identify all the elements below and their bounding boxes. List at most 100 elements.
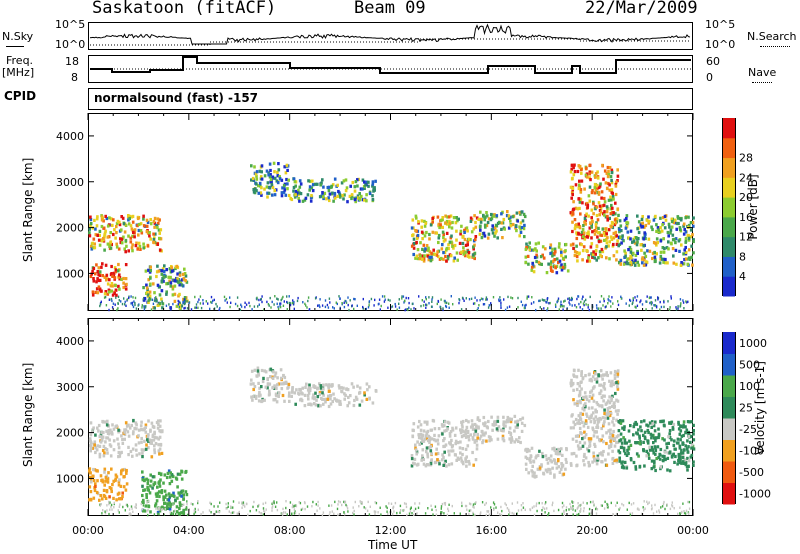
ground-scatter-cell-power [479, 299, 481, 302]
ground-scatter-cell-power [197, 300, 199, 304]
ground-scatter-cell-velocity [417, 506, 420, 509]
echo-cell-power [283, 165, 286, 169]
ground-scatter-cell-velocity [109, 501, 111, 504]
ground-scatter-cell-power [530, 302, 533, 305]
echo-cell-velocity [343, 392, 346, 396]
echo-cell-velocity [112, 439, 116, 443]
echo-cell-power [91, 241, 94, 245]
echo-cell-power [686, 262, 690, 266]
ground-scatter-cell-power [585, 298, 587, 302]
echo-cell-power [596, 187, 599, 191]
ground-scatter-cell-velocity [580, 503, 582, 507]
ground-scatter-cell-velocity [414, 507, 417, 511]
ground-scatter-cell-power [258, 303, 260, 306]
ground-scatter-cell-velocity [544, 511, 546, 514]
echo-cell-velocity [180, 470, 184, 474]
echo-cell-power [571, 212, 575, 216]
echo-cell-velocity [347, 395, 350, 399]
echo-cell-velocity [650, 467, 654, 471]
ground-scatter-cell-velocity [380, 513, 382, 516]
echo-cell-power [596, 218, 600, 222]
echo-cell-power [669, 241, 673, 245]
echo-cell-velocity [638, 441, 641, 445]
ground-scatter-cell-velocity [470, 509, 472, 512]
echo-cell-power [621, 234, 624, 238]
echo-cell-velocity [465, 464, 468, 468]
ground-scatter-cell-power [368, 304, 370, 307]
echo-cell-velocity [483, 423, 486, 428]
echo-cell-power [611, 195, 615, 199]
echo-cell-power [180, 304, 183, 308]
echo-cell-power [339, 195, 342, 199]
echo-cell-velocity [159, 478, 162, 482]
echo-cell-power [576, 259, 579, 263]
echo-cell-power [171, 285, 175, 289]
echo-cell-power [553, 247, 557, 251]
xtick-label: 00:00 [72, 524, 104, 537]
ground-scatter-cell-velocity [294, 511, 297, 515]
ground-scatter-cell-power [634, 305, 636, 309]
echo-cell-power [654, 214, 657, 218]
echo-cell-power [110, 217, 113, 221]
echo-cell-velocity [614, 409, 618, 413]
echo-cell-power [528, 248, 532, 252]
echo-cell-power [593, 229, 597, 233]
echo-cell-velocity [340, 390, 344, 394]
echo-cell-power [675, 221, 679, 226]
echo-cell-velocity [163, 489, 167, 493]
echo-cell-velocity [180, 494, 183, 498]
echo-cell-velocity [94, 484, 97, 489]
ground-scatter-cell-velocity [396, 511, 398, 515]
echo-cell-power [599, 206, 603, 210]
echo-cell-power [122, 281, 125, 285]
echo-cell-power [519, 227, 522, 231]
colorbar-tick-label-power: 28 [739, 152, 753, 165]
ground-scatter-cell-power [402, 295, 405, 298]
echo-cell-velocity [615, 398, 618, 402]
ground-scatter-cell-power [223, 295, 226, 299]
echo-cell-power [111, 293, 115, 297]
echo-cell-velocity [582, 424, 586, 428]
echo-cell-velocity [587, 449, 591, 453]
echo-cell-velocity [636, 441, 639, 445]
ground-scatter-cell-velocity [257, 505, 259, 508]
echo-cell-power [450, 226, 454, 230]
echo-cell-velocity [89, 480, 93, 484]
ground-scatter-cell-power [256, 296, 258, 300]
echo-cell-velocity [101, 448, 105, 453]
echo-cell-velocity [307, 386, 311, 390]
echo-cell-power [524, 247, 528, 251]
echo-cell-velocity [686, 420, 690, 424]
echo-cell-velocity [679, 451, 683, 455]
echo-cell-velocity [120, 434, 123, 438]
echo-cell-velocity [575, 375, 579, 379]
echo-cell-power [692, 238, 695, 242]
ground-scatter-cell-power [563, 305, 565, 308]
echo-cell-velocity [643, 464, 646, 468]
echo-cell-power [158, 293, 162, 297]
echo-cell-velocity [95, 448, 99, 452]
echo-cell-power [294, 189, 298, 194]
echo-cell-power [580, 171, 583, 175]
echo-cell-power [363, 180, 366, 184]
echo-cell-velocity [145, 493, 148, 497]
echo-cell-velocity [601, 460, 604, 464]
echo-cell-power [658, 261, 662, 265]
ground-scatter-cell-power [207, 302, 209, 305]
echo-cell-power [661, 216, 665, 220]
echo-cell-power [120, 237, 124, 241]
ground-scatter-cell-power [477, 307, 479, 310]
echo-cell-velocity [659, 465, 662, 469]
ground-scatter-cell-power [571, 298, 573, 301]
echo-cell-power [457, 217, 460, 221]
ground-scatter-cell-power [660, 305, 663, 309]
echo-cell-power [582, 245, 586, 249]
ground-scatter-cell-power [287, 301, 289, 305]
echo-cell-velocity [465, 455, 468, 459]
echo-cell-power [98, 278, 102, 282]
echo-cell-velocity [338, 399, 342, 404]
echo-cell-power [92, 237, 96, 241]
echo-cell-velocity [598, 439, 602, 443]
ground-scatter-cell-power [277, 305, 279, 309]
ground-scatter-cell-power [620, 297, 623, 300]
